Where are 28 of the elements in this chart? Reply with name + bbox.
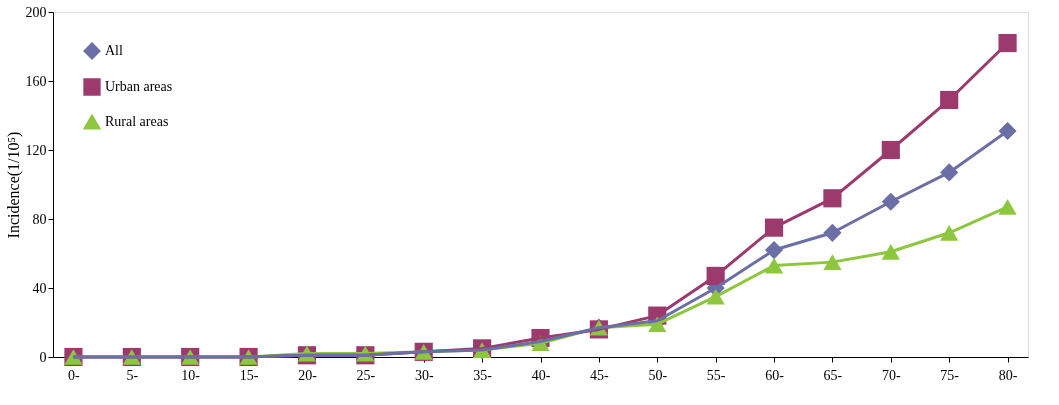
legend-label: All: [105, 43, 123, 58]
legend-label: Rural areas: [105, 114, 169, 129]
x-tick-label: 70-: [881, 367, 901, 383]
x-tick-label: 10-: [181, 367, 201, 383]
x-tick-label: 35-: [473, 367, 493, 383]
x-tick-label: 60-: [765, 367, 785, 383]
legend-label: Urban areas: [105, 79, 173, 94]
y-tick-label: 160: [25, 73, 47, 89]
x-tick-label: 20-: [298, 367, 318, 383]
y-tick-label: 200: [25, 4, 47, 20]
x-tick-label: 25-: [356, 367, 376, 383]
x-tick-label: 15-: [239, 367, 259, 383]
y-tick-label: 80: [32, 211, 47, 227]
x-tick-label: 75-: [940, 367, 960, 383]
x-tick-label: 0-: [68, 367, 81, 383]
x-tick-label: 65-: [823, 367, 843, 383]
y-axis-title: Incidence(1/10⁵): [4, 131, 23, 239]
x-tick-label: 50-: [648, 367, 668, 383]
point: [998, 33, 1017, 53]
x-tick-label: 55-: [706, 367, 726, 383]
x-tick-label: 80-: [998, 367, 1018, 383]
y-tick-label: 120: [25, 142, 47, 158]
x-tick-label: 40-: [531, 367, 551, 383]
x-tick-label: 5-: [126, 367, 139, 383]
x-tick-label: 45-: [590, 367, 610, 383]
y-tick-label: 40: [32, 280, 47, 296]
x-tick-label: 30-: [414, 367, 434, 383]
y-tick-label: 0: [39, 349, 47, 365]
